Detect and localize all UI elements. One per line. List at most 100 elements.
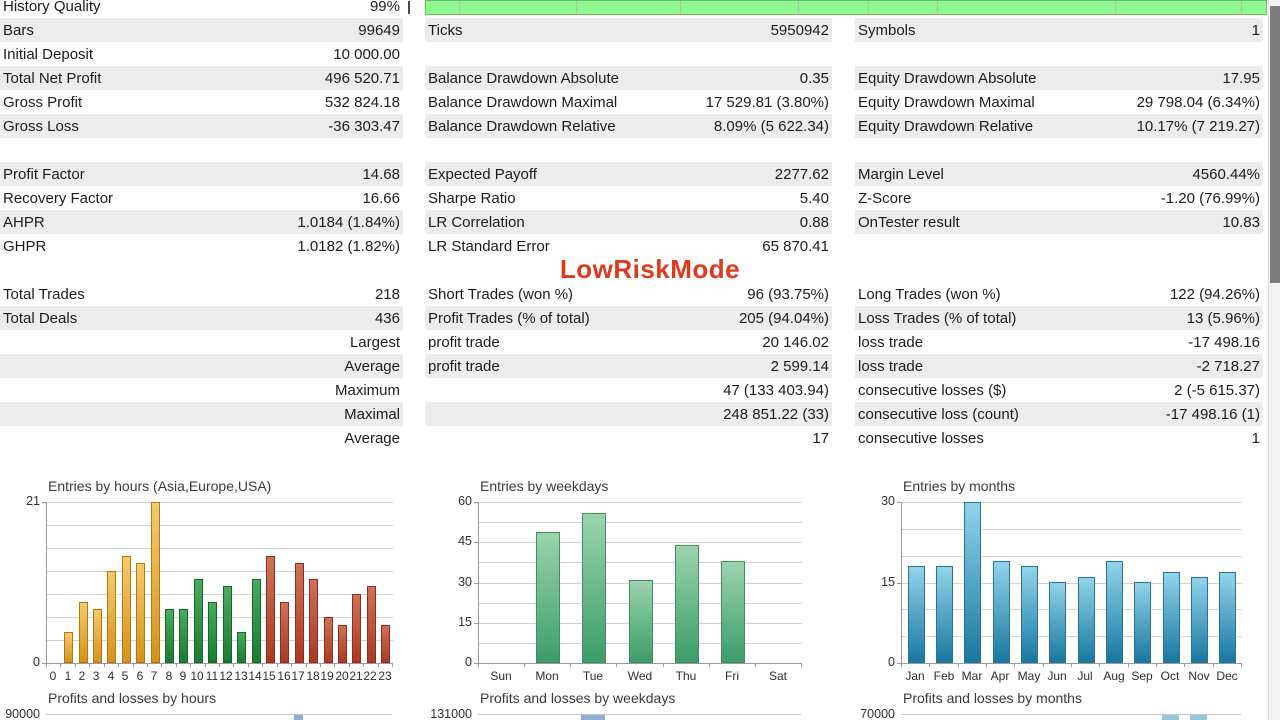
bar-Apr xyxy=(993,561,1010,663)
stat-row xyxy=(425,138,832,162)
watermark: LowRiskMode xyxy=(559,254,741,284)
x-axis-label: 15 xyxy=(262,669,276,683)
y-axis-tick xyxy=(42,663,46,664)
bar-8 xyxy=(165,609,174,663)
bar-Aug xyxy=(1106,561,1123,663)
x-axis-tick xyxy=(75,664,76,667)
stat-row: Long Trades (won %) 122 (94.26%) xyxy=(855,282,1263,306)
stat-value: Maximal xyxy=(344,405,400,423)
stat-value: 5950942 xyxy=(770,21,829,39)
stat-value: 29 798.04 (6.34%) xyxy=(1136,93,1260,111)
stat-value: Average xyxy=(344,357,400,375)
x-axis-tick xyxy=(709,664,710,667)
bar-11 xyxy=(208,602,217,663)
stat-label: Total Trades xyxy=(3,285,85,303)
stat-value: 16.66 xyxy=(362,189,400,207)
x-axis-tick xyxy=(161,664,162,667)
stat-row: Z-Score -1.20 (76.99%) xyxy=(855,186,1263,210)
bar-Feb xyxy=(936,566,953,663)
stat-value: 99% xyxy=(369,0,400,15)
stat-label: Gross Loss xyxy=(3,117,79,135)
x-axis-label: Mar xyxy=(961,669,983,683)
bar-10 xyxy=(194,579,203,663)
bar-9 xyxy=(179,609,188,663)
bar-Mar xyxy=(964,502,981,663)
stat-value: 0.35 xyxy=(799,69,829,87)
gridline xyxy=(47,640,393,641)
stat-row xyxy=(425,42,832,66)
x-axis-tick xyxy=(1099,664,1100,667)
stat-row: loss trade -17 498.16 xyxy=(855,330,1263,354)
stat-value: 2277.62 xyxy=(774,165,829,183)
stat-row xyxy=(855,138,1263,162)
x-axis-tick xyxy=(349,664,350,667)
stat-value: -2 718.27 xyxy=(1196,357,1260,375)
stat-row xyxy=(855,234,1263,258)
x-axis-label: 0 xyxy=(49,669,57,683)
stat-value: 65 870.41 xyxy=(762,237,829,255)
x-axis-label: 1 xyxy=(64,669,72,683)
stat-value: 20 146.02 xyxy=(762,333,829,351)
stat-value: 10.17% (7 219.27) xyxy=(1136,117,1260,135)
gridline xyxy=(479,542,802,543)
stat-value: 1 xyxy=(1251,429,1260,447)
x-axis-tick xyxy=(133,664,134,667)
bar-Nov xyxy=(1191,577,1208,663)
y-axis-label: 60 xyxy=(458,494,472,508)
bar-Dec xyxy=(1219,572,1236,663)
stat-label: loss trade xyxy=(858,357,924,375)
gridline xyxy=(47,571,393,572)
bar-22 xyxy=(367,586,376,663)
stat-label: Long Trades (won %) xyxy=(858,285,1001,303)
stat-label: LR Correlation xyxy=(428,213,525,231)
stat-row: OnTester result 10.83 xyxy=(855,210,1263,234)
bar-18 xyxy=(309,579,318,663)
stat-row: Equity Drawdown Maximal 29 798.04 (6.34%) xyxy=(855,90,1263,114)
stat-label: Symbols xyxy=(858,21,916,39)
history-quality-bar-start-tick xyxy=(408,1,410,14)
stat-row: 17 xyxy=(425,426,832,450)
stat-row: consecutive losses 1 xyxy=(855,426,1263,450)
bar-12 xyxy=(223,586,232,663)
x-axis-tick xyxy=(801,664,802,667)
stat-label: consecutive loss (count) xyxy=(858,405,1019,423)
stat-row: Maximal xyxy=(0,402,403,426)
scrollbar-thumb[interactable] xyxy=(1270,6,1280,283)
x-axis-tick xyxy=(277,664,278,667)
y-axis-tick xyxy=(474,663,478,664)
scrollbar[interactable] xyxy=(1268,0,1280,720)
x-axis-label: 18 xyxy=(306,669,320,683)
x-axis-label: 3 xyxy=(92,669,100,683)
stat-row: 248 851.22 (33) xyxy=(425,402,832,426)
bar-19 xyxy=(324,617,333,663)
stat-label: Margin Level xyxy=(858,165,944,183)
gridline xyxy=(479,522,802,523)
stat-row xyxy=(0,258,403,282)
x-axis-tick xyxy=(1071,664,1072,667)
y-axis-label: 90000 xyxy=(5,707,40,720)
x-axis-tick xyxy=(320,664,321,667)
x-axis-tick xyxy=(570,664,571,667)
x-axis-label: Jan xyxy=(905,669,925,683)
stat-value: 99649 xyxy=(358,21,400,39)
stat-value: 248 851.22 (33) xyxy=(723,405,829,423)
stat-row: Short Trades (won %) 96 (93.75%) xyxy=(425,282,832,306)
chart-plot xyxy=(46,502,393,664)
bar-Tue xyxy=(582,513,606,663)
gridline xyxy=(902,502,1242,503)
x-axis-label: Mon xyxy=(535,669,559,683)
stat-value: 17 xyxy=(812,429,829,447)
x-axis-label: Sep xyxy=(1131,669,1153,683)
x-axis-label: 16 xyxy=(277,669,291,683)
bar-15 xyxy=(266,556,275,663)
bar-5 xyxy=(122,556,131,663)
stat-value: 4560.44% xyxy=(1192,165,1260,183)
bar-3 xyxy=(93,609,102,663)
stat-row: Average xyxy=(0,354,403,378)
stat-value: 2 (-5 615.37) xyxy=(1174,381,1260,399)
stat-value: -36 303.47 xyxy=(328,117,400,135)
partial-chart-top-gridline xyxy=(478,714,801,715)
bar-Jul xyxy=(1078,577,1095,663)
stat-row: Largest xyxy=(0,330,403,354)
